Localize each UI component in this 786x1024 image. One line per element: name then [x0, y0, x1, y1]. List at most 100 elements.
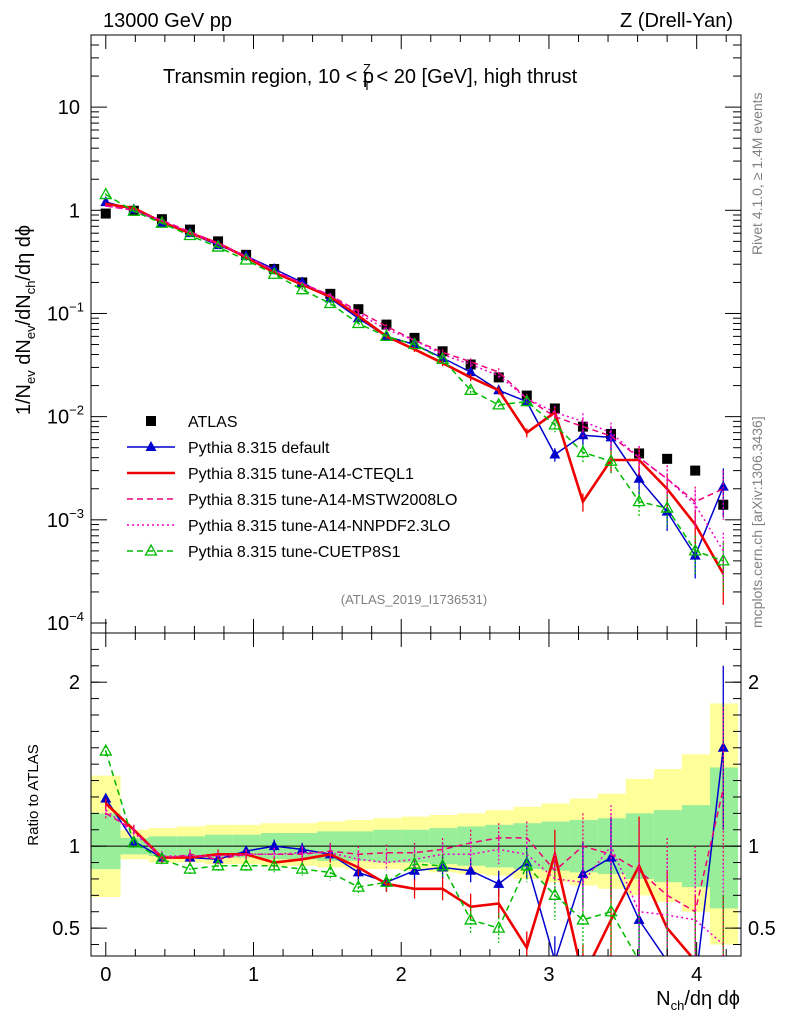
x-label-sub: ch	[671, 998, 685, 1013]
series-1-main-point	[549, 448, 561, 459]
y-tick-label-exp: −2	[69, 403, 84, 418]
y-tick-label: 10−1	[47, 299, 84, 325]
y-tick-label-base: 10	[47, 303, 69, 325]
series-5-main-point	[435, 351, 450, 364]
ratio-y-tick-label: 1	[69, 836, 80, 858]
series-5-ratio-point	[155, 851, 169, 864]
legend-marker-5	[144, 543, 158, 556]
y-tick-label-base: 10	[47, 613, 69, 635]
series-5-ratio-point	[464, 912, 478, 925]
series-1-main-point	[465, 366, 477, 377]
series-1-ratio-point	[605, 851, 617, 862]
series-5-ratio-point	[435, 858, 450, 871]
analysis-watermark: (ATLAS_2019_I1736531)	[341, 592, 487, 607]
series-5-ratio-point	[127, 835, 141, 848]
legend-label-0: ATLAS	[188, 414, 238, 431]
series-5-main-point	[604, 453, 618, 466]
series-5-ratio-point	[183, 861, 197, 874]
y-tick-label: 10−3	[47, 506, 84, 532]
series-1-main-point	[633, 472, 645, 483]
series-5-main-point	[492, 397, 506, 410]
chart-title-pre: Transmin region, 10 < p	[163, 66, 374, 88]
series-5-main-point	[660, 500, 674, 513]
y-tick-label-base: 10	[47, 407, 69, 429]
series-5-main-point	[295, 282, 309, 295]
y-tick-label: 10−2	[47, 403, 84, 429]
series-5-ratio-point	[267, 858, 281, 871]
series-5-ratio-point	[211, 858, 225, 871]
y-label-a: 1/N	[13, 384, 35, 415]
series-5-ratio-point	[99, 743, 113, 756]
series-5-main-point	[323, 296, 337, 309]
series-5-main-point	[716, 553, 730, 566]
x-label-main: N	[656, 988, 670, 1010]
ratio-series-layer	[99, 665, 729, 956]
series-5-main-line	[105, 193, 724, 562]
y-label-c: /dN	[13, 294, 35, 325]
series-5-ratio-point	[379, 874, 394, 887]
series-1-ratio-point	[577, 868, 589, 879]
legend-label-2: Pythia 8.315 tune-A14-CTEQL1	[188, 466, 414, 483]
series-5-main-point	[632, 494, 646, 507]
legend-marker-1	[145, 441, 157, 451]
x-label-rest: /dη dϕ	[684, 988, 740, 1010]
y-tick-label: 10	[58, 97, 80, 119]
series-5-main-point	[548, 417, 562, 430]
series-5-ratio-point	[548, 887, 562, 900]
legend-label-4: Pythia 8.315 tune-A14-NNPDF2.3LO	[188, 518, 450, 535]
series-5-main-point	[688, 543, 702, 556]
ratio-band-inner	[709, 767, 739, 909]
y-label-a-sub: ev	[23, 370, 38, 384]
x-axis-label: Nch/dη dϕ	[656, 988, 740, 1013]
ratio-y-tick-label-right: 0.5	[748, 918, 776, 940]
series-5-main-point	[520, 394, 534, 407]
y-tick-label-base: 10	[47, 510, 69, 532]
series-3-main-line	[105, 205, 724, 503]
series-5-ratio-point	[520, 858, 534, 871]
legend-marker-0	[146, 416, 156, 426]
header-left: 13000 GeV pp	[103, 10, 232, 32]
series-5-main-point	[576, 445, 590, 458]
ratio-y-tick-label: 0.5	[52, 918, 80, 940]
y-tick-label-exp: −3	[69, 506, 84, 521]
series-5-main-point	[155, 215, 169, 228]
mcplots-label: mcplots.cern.ch [arXiv:1306.3436]	[749, 416, 765, 628]
legend-label-1: Pythia 8.315 default	[188, 440, 330, 457]
series-5-ratio-point	[323, 865, 337, 878]
series-5-ratio-point	[295, 861, 309, 874]
series-0-main-point	[690, 465, 701, 476]
ratio-uncertainty-bands	[91, 703, 741, 945]
x-tick-label: 1	[248, 964, 259, 986]
series-5-main-point	[379, 329, 394, 342]
y-tick-label-base: 10	[58, 97, 80, 119]
chart-title-sup: Z	[363, 61, 371, 76]
series-0-main-point	[100, 208, 111, 219]
series-5-ratio-point	[576, 912, 590, 925]
series-1-ratio-point	[493, 877, 505, 888]
y-tick-label-exp: −1	[69, 299, 84, 314]
rivet-label: Rivet 4.1.0, ≥ 1.4M events	[749, 92, 765, 255]
series-3-ratio-line	[105, 788, 725, 913]
series-5-main-point	[127, 203, 141, 216]
ratio-band-inner	[91, 813, 121, 870]
series-5-ratio-point	[351, 879, 365, 892]
series-5-main-point	[239, 252, 253, 265]
y-label-c-sub: ch	[23, 281, 38, 295]
series-5-main-point	[407, 337, 422, 350]
series-5-ratio-point	[492, 920, 506, 933]
series-5-ratio-point	[407, 856, 422, 869]
series-5-main-point	[267, 266, 281, 279]
series-1-ratio-point	[409, 864, 421, 875]
chart-title: Transmin region, 10 < pZ T < 20 [GeV], hi…	[163, 61, 578, 93]
y-label-b-sub: ev	[23, 325, 38, 339]
series-1-ratio-point	[100, 792, 112, 803]
series-0-main-point	[465, 359, 476, 370]
y-tick-label: 1	[69, 200, 80, 222]
y-label-b: dN	[13, 339, 35, 370]
series-5-main-point	[99, 187, 113, 200]
series-5-main-point	[464, 382, 478, 395]
series-1-ratio-point	[465, 864, 477, 875]
ratio-y-tick-label: 2	[69, 672, 80, 694]
